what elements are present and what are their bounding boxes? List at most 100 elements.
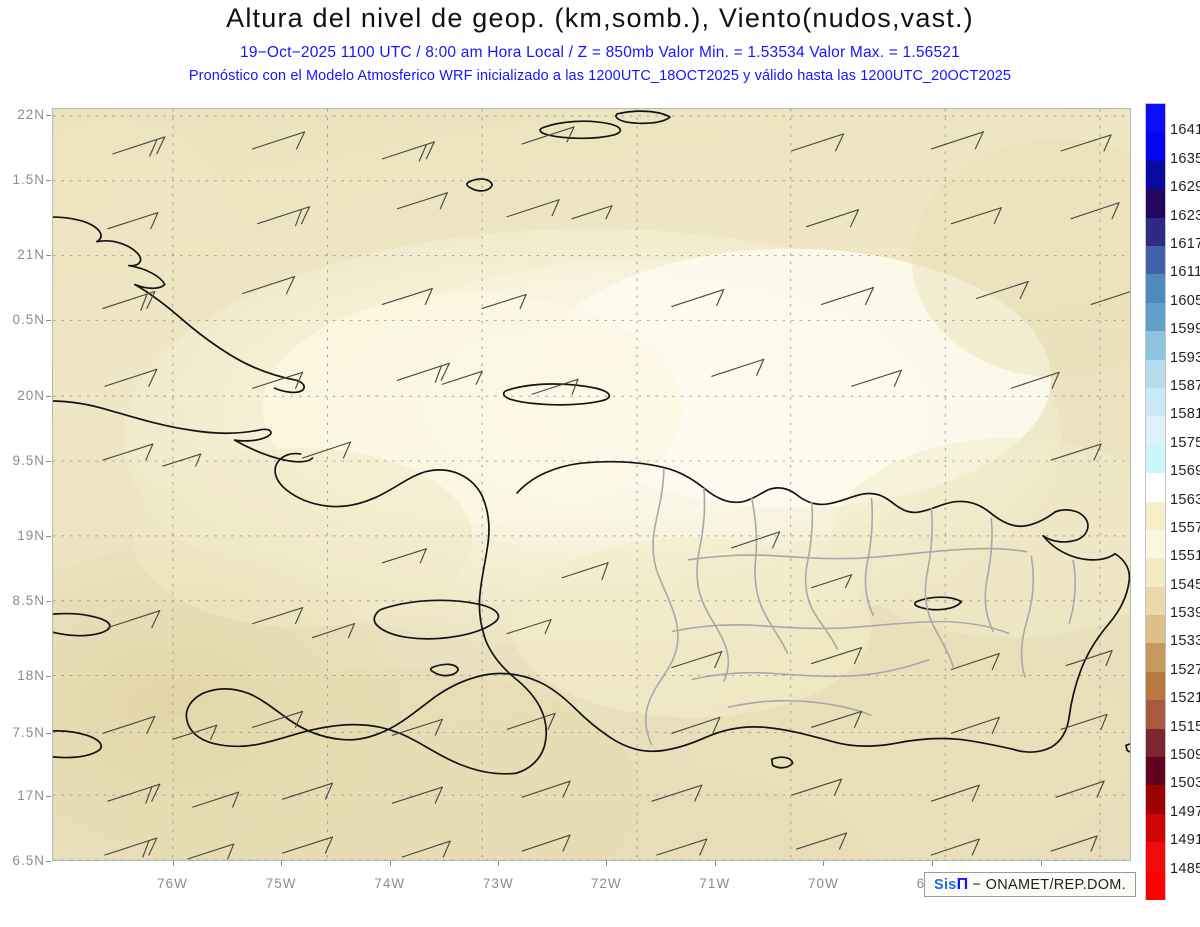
colorbar-segment [1146,331,1165,361]
colorbar-tick-label: 1605 [1170,292,1200,309]
logo-pi-icon: Π [956,875,969,893]
logo-agency-text: − ONAMET/REP.DOM. [972,876,1127,893]
colorbar-tick-label: 1593 [1170,349,1200,366]
y-axis-tick-label: 9.5N [12,453,45,468]
y-axis-tick-label: 1.5N [12,172,45,187]
colorbar-segment [1146,558,1165,588]
y-axis-tick-mark [46,320,51,321]
colorbar-tick-label: 1497 [1170,803,1200,820]
colorbar-tick-label: 1545 [1170,576,1200,593]
y-axis-tick-label: 7.5N [12,725,45,740]
colorbar-segment [1146,501,1165,531]
colorbar-segment [1146,870,1165,900]
x-axis-tick-label: 76W [157,876,188,891]
colorbar-tick-label: 1617 [1170,235,1200,252]
colorbar-segment [1146,217,1165,247]
x-axis-tick-label: 75W [265,876,297,891]
colorbar-segment [1146,785,1165,815]
colorbar-segment [1146,671,1165,701]
y-axis-tick-label: 21N [17,247,45,262]
colorbar-tick-label: 1629 [1170,179,1200,196]
x-axis-tick-label: 70W [808,876,839,891]
colorbar-segment [1146,615,1165,645]
colorbar-tick-label: 1635 [1170,150,1200,167]
grid-lines [53,109,1130,860]
x-axis-tick-mark [498,861,500,866]
y-axis-tick-label: 17N [17,788,45,803]
logo-sis-text: Sis [934,876,957,893]
x-axis-tick-mark [606,861,608,866]
x-axis-tick-mark [714,861,716,866]
colorbar-segment [1146,160,1165,190]
colorbar-tick-label: 1575 [1170,434,1200,451]
colorbar-segment [1146,473,1165,503]
colorbar-tick-label: 1569 [1170,463,1200,480]
y-axis-tick-label: 18N [17,668,45,683]
y-axis-tick-label: 20N [17,388,45,403]
y-axis-tick-mark [46,601,51,602]
colorbar-segment [1146,189,1165,219]
colorbar-tick-label: 1611 [1170,264,1200,281]
y-axis-tick-mark [46,180,51,181]
colorbar-segment [1146,529,1165,559]
y-axis-tick-mark [46,676,51,677]
y-axis-tick-mark [46,461,51,462]
x-axis-tick-mark [281,861,283,866]
colorbar-segment [1146,444,1165,474]
colorbar-tick-label: 1623 [1170,207,1200,224]
colorbar-tick-label: 1599 [1170,321,1200,338]
colorbar-tick-label: 1491 [1170,832,1200,849]
colorbar-segment [1146,757,1165,787]
y-axis-tick-label: 6.5N [12,853,45,868]
x-axis-tick-mark [823,861,825,866]
header: Altura del nivel de geop. (km,somb.), Vi… [0,0,1200,95]
colorbar-tick-label: 1641 [1170,122,1200,139]
colorbar-segment [1146,274,1165,304]
colorbar-tick-label: 1521 [1170,690,1200,707]
model-info-line: Pronóstico con el Modelo Atmosferico WRF… [188,68,1012,84]
colorbar-tick-label: 1581 [1170,406,1200,423]
y-axis-tick-label: 0.5N [12,312,45,327]
map-plot-area[interactable] [52,108,1131,861]
y-axis-tick-label: 8.5N [12,593,45,608]
colorbar-segment [1146,302,1165,332]
colorbar[interactable] [1145,103,1166,900]
geopotential-shading [53,119,1130,860]
colorbar-tick-label: 1533 [1170,633,1200,650]
y-axis-tick-label: 22N [17,107,45,122]
colorbar-segment [1146,104,1165,133]
y-axis-tick-mark [46,536,51,537]
coastlines [53,110,1130,775]
y-axis-tick-mark [46,396,51,397]
y-axis-tick-mark [46,255,51,256]
colorbar-tick-label: 1485 [1170,860,1200,877]
x-axis-tick-mark [389,861,391,866]
colorbar-tick-label: 1527 [1170,661,1200,678]
y-axis-tick-mark [46,733,51,734]
administrative-borders [645,468,1076,746]
colorbar-segment [1146,813,1165,843]
colorbar-segment [1146,359,1165,389]
colorbar-segment [1146,586,1165,616]
x-axis-tick-mark [1040,861,1042,866]
forecast-meta-line: 19−Oct−2025 1100 UTC / 8:00 am Hora Loca… [240,44,960,61]
weather-map-canvas [53,109,1130,860]
colorbar-segment [1146,842,1165,872]
colorbar-segment [1146,245,1165,275]
onamet-logo-badge[interactable]: Sis Π − ONAMET/REP.DOM. [924,872,1137,897]
colorbar-tick-label: 1515 [1170,718,1200,735]
colorbar-tick-label: 1557 [1170,519,1200,536]
colorbar-segment [1146,728,1165,758]
colorbar-segment [1146,387,1165,417]
colorbar-tick-label: 1539 [1170,605,1200,622]
colorbar-segment [1146,700,1165,730]
colorbar-segment [1146,643,1165,673]
y-axis-tick-mark [46,861,51,862]
x-axis-tick-label: 74W [374,876,406,891]
colorbar-tick-label: 1509 [1170,747,1200,764]
x-axis-tick-mark [172,861,174,866]
y-axis-tick-mark [46,115,51,116]
page-title: Altura del nivel de geop. (km,somb.), Vi… [226,3,974,33]
colorbar-segment [1146,416,1165,446]
colorbar-tick-label: 1563 [1170,491,1200,508]
